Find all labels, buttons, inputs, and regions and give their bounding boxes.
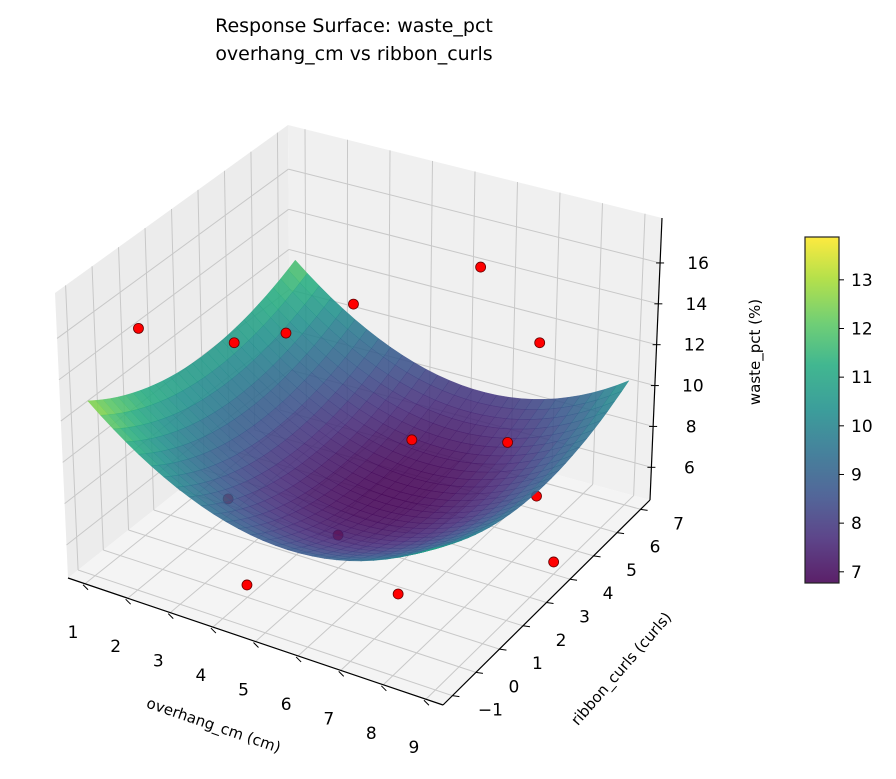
data-point bbox=[281, 328, 291, 338]
x-tick-label: 6 bbox=[281, 695, 292, 715]
y-tick bbox=[452, 696, 459, 697]
data-point bbox=[503, 437, 513, 447]
chart-title-line2: overhang_cm vs ribbon_curls bbox=[215, 43, 492, 65]
z-tick-label: 10 bbox=[682, 377, 704, 397]
y-tick bbox=[617, 533, 624, 534]
y-tick bbox=[641, 509, 648, 510]
data-point bbox=[407, 435, 417, 445]
y-tick bbox=[499, 649, 506, 650]
x-tick-label: 1 bbox=[68, 623, 79, 643]
data-point bbox=[549, 557, 559, 567]
y-tick bbox=[523, 626, 530, 627]
data-point bbox=[348, 299, 358, 309]
x-tick-label: 5 bbox=[238, 681, 249, 701]
y-tick-label: 0 bbox=[509, 677, 520, 697]
y-tick-label: 2 bbox=[556, 631, 567, 651]
x-tick-label: 4 bbox=[195, 666, 206, 686]
x-axis-label: overhang_cm (cm) bbox=[144, 694, 283, 758]
y-tick bbox=[476, 672, 483, 673]
z-tick-label: 6 bbox=[684, 458, 695, 478]
data-point bbox=[476, 262, 486, 272]
y-tick-label: 3 bbox=[579, 608, 590, 628]
colorbar-tick-label: 8 bbox=[851, 514, 862, 534]
z-tick-label: 16 bbox=[687, 254, 709, 274]
colorbar-gradient bbox=[805, 237, 839, 583]
chart-title-line1: Response Surface: waste_pct bbox=[215, 15, 493, 37]
z-axis-label: waste_pct (%) bbox=[746, 299, 765, 405]
data-point bbox=[229, 338, 239, 348]
x-tick bbox=[168, 614, 173, 619]
x-tick bbox=[381, 686, 386, 691]
colorbar: 7 8 9 10 11 12 13 bbox=[805, 237, 873, 583]
data-point bbox=[242, 580, 252, 590]
x-tick-label: 2 bbox=[110, 637, 121, 657]
z-tick-label: 14 bbox=[686, 295, 708, 315]
x-tick-label: 3 bbox=[153, 652, 164, 672]
x-tick bbox=[339, 671, 344, 676]
colorbar-tick-label: 13 bbox=[851, 271, 873, 291]
y-tick bbox=[570, 579, 577, 580]
colorbar-tick-label: 7 bbox=[851, 563, 862, 583]
x-tick-label: 9 bbox=[409, 738, 420, 758]
y-tick bbox=[547, 603, 554, 604]
x-tick bbox=[254, 643, 259, 648]
x-tick bbox=[83, 585, 88, 590]
z-tick-label: 12 bbox=[684, 336, 706, 356]
x-tick bbox=[424, 700, 429, 705]
x-tick-label: 8 bbox=[366, 724, 377, 744]
colorbar-tick-label: 12 bbox=[851, 319, 873, 339]
y-tick-label: 5 bbox=[626, 561, 637, 581]
x-tick bbox=[211, 628, 216, 633]
y-tick-label: 7 bbox=[673, 514, 684, 534]
data-point bbox=[393, 589, 403, 599]
y-tick-label: −1 bbox=[478, 701, 503, 721]
z-tick-label: 8 bbox=[686, 417, 697, 437]
x-tick bbox=[126, 599, 131, 604]
data-point bbox=[133, 323, 143, 333]
x-tick bbox=[296, 657, 301, 662]
colorbar-tick-label: 10 bbox=[851, 417, 873, 437]
colorbar-tick-label: 9 bbox=[851, 465, 862, 485]
x-tick-label: 7 bbox=[323, 709, 334, 729]
y-tick bbox=[594, 556, 601, 557]
data-point bbox=[535, 338, 545, 348]
y-tick-label: 4 bbox=[603, 584, 614, 604]
colorbar-tick-label: 11 bbox=[851, 368, 873, 388]
y-tick-label: 6 bbox=[650, 538, 661, 558]
y-tick-label: 1 bbox=[532, 654, 543, 674]
